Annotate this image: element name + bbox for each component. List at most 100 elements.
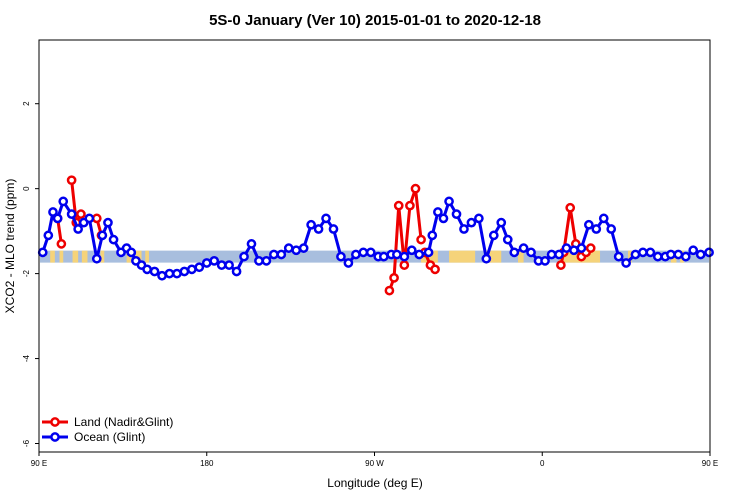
data-point — [438, 213, 449, 224]
land-band-segment — [81, 250, 88, 263]
data-point — [108, 234, 119, 245]
legend-label: Land (Nadir&Glint) — [74, 415, 173, 429]
data-point — [328, 224, 339, 234]
data-point — [556, 260, 566, 270]
data-point — [172, 268, 182, 279]
x-tick-label: 90 E — [702, 459, 718, 468]
data-point — [321, 213, 331, 224]
legend: Land (Nadir&Glint)Ocean (Glint) — [42, 415, 173, 444]
data-point — [638, 247, 648, 258]
legend-marker — [50, 432, 60, 442]
data-point — [459, 224, 469, 234]
plot-area — [37, 175, 714, 296]
land-band-segment — [627, 250, 632, 263]
data-point — [306, 219, 316, 230]
data-point — [269, 249, 279, 260]
data-point — [201, 258, 212, 268]
data-point — [688, 245, 699, 256]
data-point — [416, 234, 426, 245]
data-point — [91, 253, 102, 264]
data-point — [695, 249, 706, 260]
data-point — [565, 202, 576, 213]
data-point — [254, 256, 264, 266]
x-axis-label: Longitude (deg E) — [327, 476, 422, 490]
data-point — [246, 239, 257, 249]
data-point — [488, 230, 499, 241]
data-point — [216, 260, 227, 270]
data-point — [591, 224, 602, 234]
data-point — [444, 196, 454, 207]
data-point — [405, 200, 415, 211]
data-point — [583, 219, 594, 230]
data-point — [384, 285, 395, 296]
data-point — [48, 207, 58, 217]
data-point — [261, 256, 272, 266]
data-point — [66, 175, 77, 186]
data-point — [126, 247, 137, 258]
data-point — [433, 207, 443, 217]
y-axis-label: XCO2 - MLO trend (ppm) — [3, 179, 17, 314]
data-point — [621, 258, 631, 268]
land-band-segment — [449, 250, 476, 263]
data-point — [546, 249, 557, 260]
data-point — [540, 256, 550, 266]
data-point — [66, 209, 77, 219]
legend-item: Land (Nadir&Glint) — [42, 415, 173, 429]
data-point — [496, 217, 507, 228]
land-band-segment — [518, 250, 524, 263]
data-point — [406, 245, 417, 256]
data-point — [410, 183, 421, 194]
land-band-segment — [145, 250, 149, 263]
land-band-segment — [72, 250, 79, 263]
data-point — [43, 230, 54, 241]
data-point — [389, 273, 399, 283]
data-point — [427, 230, 438, 241]
chart-title: 5S-0 January (Ver 10) 2015-01-01 to 2020… — [209, 12, 541, 29]
data-point — [673, 249, 684, 260]
data-point — [399, 260, 410, 270]
land-band-segment — [59, 250, 64, 263]
y-tick-label: -4 — [22, 354, 31, 362]
data-point — [430, 264, 440, 275]
data-point — [365, 247, 376, 258]
data-point — [76, 209, 86, 219]
data-point — [103, 217, 113, 228]
data-point — [351, 249, 361, 260]
data-point — [157, 270, 167, 281]
data-point — [313, 224, 324, 234]
data-point — [585, 243, 596, 253]
data-point — [84, 213, 95, 224]
data-point — [291, 245, 302, 256]
data-point — [666, 249, 676, 260]
data-point — [509, 247, 520, 258]
data-point — [52, 213, 63, 224]
data-point — [37, 247, 48, 258]
data-point — [343, 258, 354, 268]
land-band-segment — [100, 250, 105, 263]
data-point — [423, 247, 434, 258]
data-point — [142, 264, 152, 275]
y-tick-label: 2 — [22, 101, 31, 106]
data-point — [164, 268, 175, 279]
data-point — [554, 249, 564, 260]
data-point — [194, 262, 205, 273]
data-point — [56, 239, 67, 249]
data-point — [645, 247, 656, 258]
x-axis: 90 E 180 90 W 0 90 E — [31, 452, 718, 468]
data-point — [481, 253, 492, 264]
data-point — [336, 251, 346, 262]
data-point — [569, 245, 579, 256]
land-band-segment — [50, 250, 55, 263]
data-point — [378, 251, 389, 262]
data-point — [358, 247, 369, 258]
series-ocean — [37, 196, 714, 281]
data-point — [630, 249, 641, 260]
data-point — [502, 234, 513, 245]
y-tick-label: -6 — [22, 439, 31, 447]
legend-item: Ocean (Glint) — [42, 430, 145, 444]
land-band-segment — [135, 250, 142, 263]
y-tick-label: -2 — [22, 270, 31, 278]
data-point — [680, 251, 691, 262]
data-point — [704, 247, 714, 258]
data-point — [231, 266, 242, 277]
